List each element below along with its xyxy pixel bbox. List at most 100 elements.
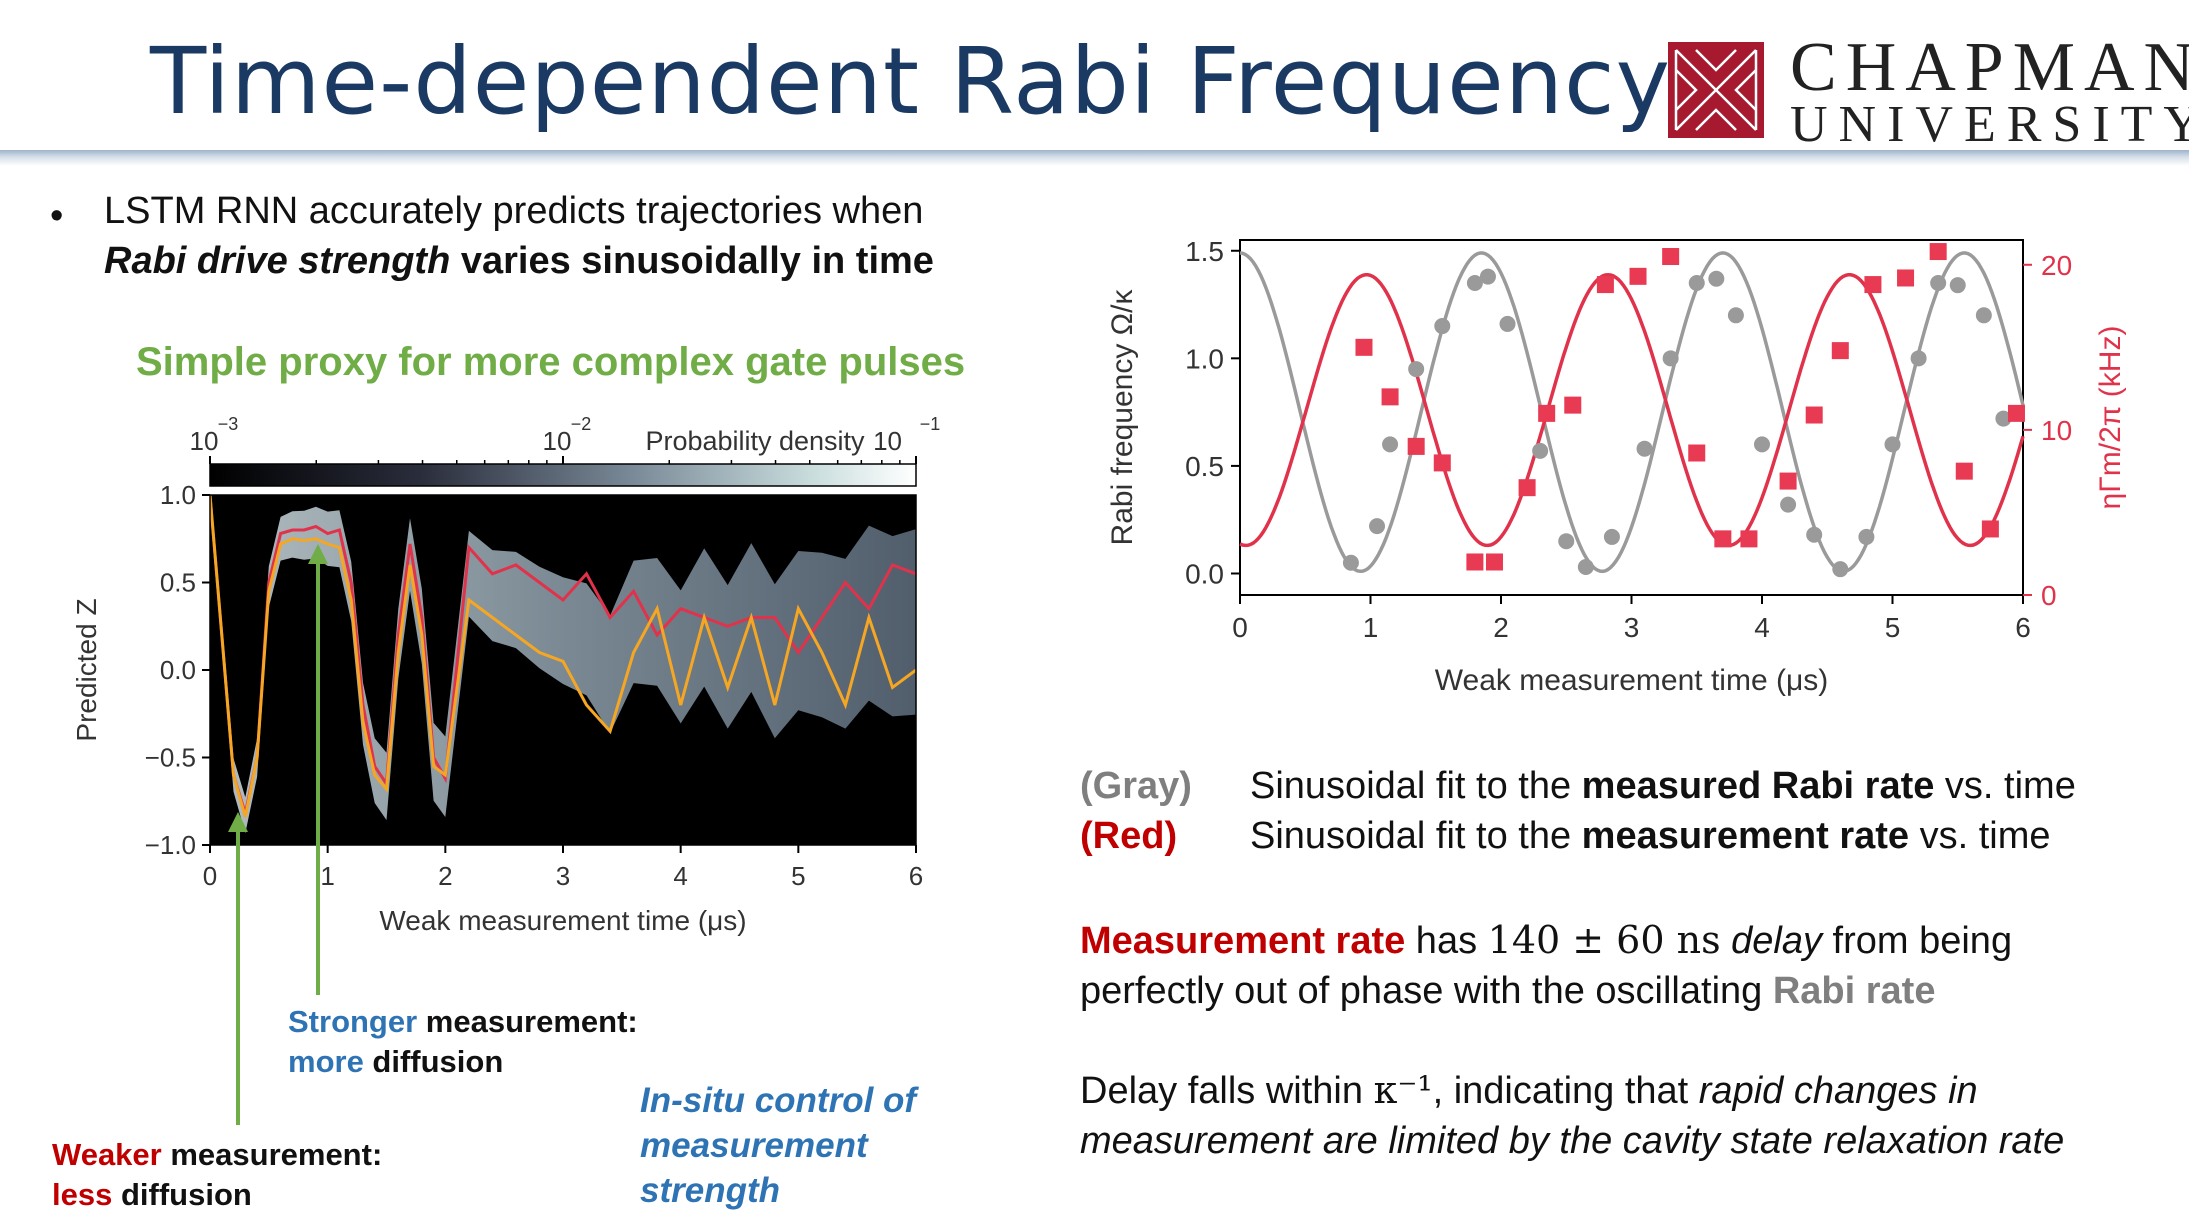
rabi-data-point [1662,350,1679,367]
measurement-data-point [1955,462,1973,480]
rabi-data-point [1636,440,1653,457]
measurement-data-point [1831,342,1849,360]
less-rest: diffusion [112,1177,252,1212]
measurement-data-point [1981,520,1999,538]
rabi-data-point [1434,318,1451,335]
rabi-data-point [1806,526,1823,543]
rabi-data-point [1479,268,1496,285]
rabi-data-point [1532,442,1549,459]
rabi-data-point [1727,307,1744,324]
x-tick-label: 2 [1493,612,1509,643]
insitu-note: In-situ control of measurement strength [640,1078,916,1213]
measurement-data-point [1929,243,1947,261]
measurement-data-point [1407,437,1425,455]
y-tick-label: 0.5 [160,568,196,598]
colorbar-tick-exponent: −3 [218,414,239,434]
x-tick-label: 0 [1232,612,1248,643]
rabi-data-point [1342,554,1359,571]
measurement-data-point [1355,338,1373,356]
paragraph-delay: Measurement rate has 140 ± 60 ns delay f… [1080,915,2012,1016]
y-right-tick-label: 0 [2041,580,2057,611]
x-axis-label: Weak measurement time (μs) [379,905,746,936]
x-tick-label: 1 [320,861,334,891]
bullet-marker: • [50,195,64,237]
colorbar [209,463,917,487]
measurement-data-point [1805,406,1823,424]
para2-italic1: rapid changes in [1698,1070,1978,1112]
para2-pre: Delay falls within [1080,1070,1374,1112]
para1-rest: from being [1821,920,2013,962]
rabi-data-point [1558,533,1575,550]
more-rest: diffusion [363,1044,504,1079]
stronger-word: Stronger [288,1004,418,1039]
y-tick-label: 1.0 [1185,343,1224,374]
rabi-data-point [1382,436,1399,453]
x-tick-label: 4 [673,861,687,891]
rabi-data-point [1408,361,1425,378]
trajectory-orange [210,495,916,818]
measurement-data-point [1864,276,1882,294]
rabi-data-point [1858,528,1875,545]
measurement-data-point [1688,444,1706,462]
y-axis-label: Rabi frequency Ω/κ [1106,289,1139,546]
measurement-data-point [1740,530,1758,548]
measurement-fit-curve [1239,272,2025,548]
legend-red-row: (Red) Sinusoidal fit to the measurement r… [1080,815,2051,858]
rabi-data-point [1603,528,1620,545]
x-tick-label: 5 [1885,612,1901,643]
stronger-annotation: Stronger measurement: more diffusion [288,1002,638,1082]
rabi-data-point [1910,350,1927,367]
measurement-data-point [2007,404,2025,422]
y-tick-label: 1.5 [1185,236,1224,267]
x-axis-label: Weak measurement time (μs) [1435,664,1829,697]
less-word: less [52,1177,113,1212]
rabi-line-chart: 0 1 2 3 4 5 6 0.0 0.5 1.0 1.5 0 10 20 Weak measurement… [1106,236,2127,697]
colorbar-tick-label: 10 [873,426,902,456]
rabi-data-point [1466,275,1483,292]
rabi-data-point [1499,315,1516,332]
y-tick-label: −0.5 [145,743,196,773]
weaker-word: Weaker [52,1137,162,1172]
x-tick-label: 5 [791,861,805,891]
y-tick-label: 0.0 [160,655,196,685]
colorbar-tick-label: 10 [190,426,219,456]
colorbar-gradient [209,463,917,487]
rabi-data-point [1832,561,1849,578]
colorbar-tick-label: 10 [543,426,572,456]
measurement-data-point [1897,269,1915,287]
legend-gray-row: (Gray) Sinusoidal fit to the measured Rab… [1080,765,2076,808]
legend-red-bold: measurement rate [1581,815,1910,857]
more-word: more [288,1044,364,1079]
legend-red-key: (Red) [1080,815,1178,857]
para1-has: has [1405,920,1488,962]
bullet-rest: varies sinusoidally in time [450,240,934,282]
x-tick-label: 6 [2015,612,2031,643]
rabi-data-point [1577,559,1594,576]
weaker-annotation: Weaker measurement: less diffusion [52,1135,382,1215]
x-tick-label: 3 [556,861,570,891]
y-right-tick-label: 10 [2041,415,2072,446]
insitu-line1: In-situ control of [640,1081,917,1120]
legend-red-post: vs. time [1909,815,2051,857]
bullet-text-line1: LSTM RNN accurately predicts trajectorie… [104,190,924,232]
legend-gray-key: (Gray) [1080,765,1192,807]
subtitle: Simple proxy for more complex gate pulse… [136,340,966,384]
y-tick-label: −1.0 [145,830,196,860]
y-tick-label: 0.5 [1185,451,1224,482]
colorbar-tick-exponent: −1 [920,414,941,434]
stronger-rest: measurement: [417,1004,638,1039]
measurement-data-point [1538,404,1556,422]
measurement-data-point [1433,454,1451,472]
para1-gray-bold: Rabi rate [1772,970,1936,1012]
insitu-line3: strength [640,1171,780,1210]
bullet-text-line2: Rabi drive strength varies sinusoidally … [104,240,934,283]
measurement-data-point [1564,396,1582,414]
para1-red-bold: Measurement rate [1080,920,1406,962]
para2-math: κ⁻¹ [1373,1068,1433,1112]
x-tick-label: 4 [1754,612,1770,643]
chapman-logo-icon [1668,42,1764,143]
paragraph-conclusion: Delay falls within κ⁻¹, indicating that … [1080,1065,2064,1166]
bullet-emphasis: Rabi drive strength [104,240,451,282]
rabi-data-point [1884,436,1901,453]
para1-math: 140 ± 60 ns [1487,918,1721,962]
